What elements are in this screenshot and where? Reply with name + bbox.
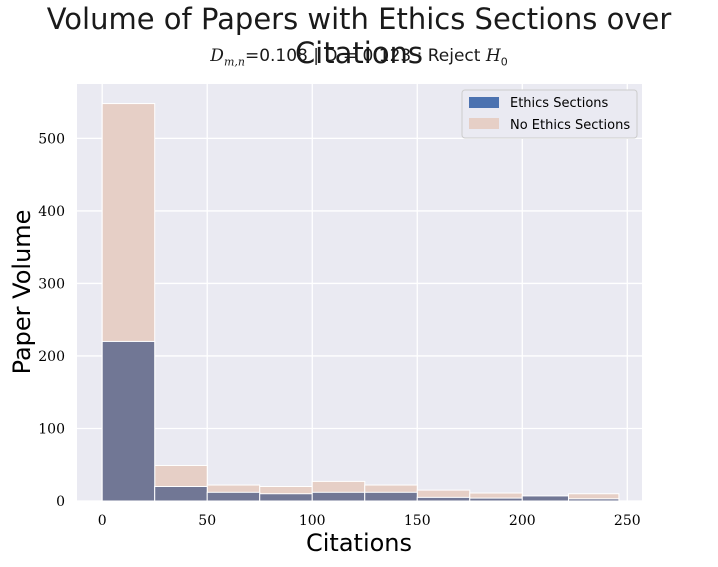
bar-ethics <box>154 485 208 502</box>
bar-ethics <box>259 493 313 502</box>
bar-ethics <box>311 491 366 502</box>
stat-subscript: m,n <box>223 55 245 69</box>
plot-area <box>77 84 642 501</box>
y-tick-labels: 0 100 200 300 400 500 <box>38 131 65 510</box>
chart-title: Volume of Papers with Ethics Sections ov… <box>46 2 672 70</box>
bars <box>101 103 620 502</box>
x-tick-label: 150 <box>404 513 431 529</box>
legend-label-ethics: Ethics Sections <box>510 96 609 111</box>
bar-ethics <box>206 491 261 502</box>
stat-result-text: =0.108 | D = 0.123 : Reject <box>244 46 486 66</box>
x-tick-label: 200 <box>509 513 536 529</box>
bar-ethics <box>521 495 569 502</box>
hypothesis-symbol: H <box>485 46 501 66</box>
x-tick-labels: 0 50 100 150 200 250 <box>98 513 641 529</box>
hypothesis-subscript: 0 <box>500 55 508 69</box>
x-tick-label: 250 <box>614 513 641 529</box>
y-axis-label: Paper Volume <box>8 210 36 375</box>
chart-subtitle: Dm,n=0.108 | D = 0.123 : Reject H0 <box>0 46 718 68</box>
legend-box <box>461 89 638 139</box>
bar-ethics <box>364 491 418 502</box>
bar-ethics <box>469 497 523 502</box>
y-tick-label: 300 <box>38 276 65 292</box>
x-tick-label: 100 <box>299 513 326 529</box>
bar-ethics <box>416 496 471 502</box>
y-tick-label: 0 <box>56 494 65 510</box>
y-tick-label: 200 <box>38 349 65 365</box>
stat-symbol: D <box>210 46 224 66</box>
bar-ethics <box>101 340 156 502</box>
legend-label-no-ethics: No Ethics Sections <box>510 118 630 133</box>
y-tick-label: 100 <box>38 421 65 437</box>
legend-swatch-ethics <box>469 97 499 108</box>
y-tick-label: 500 <box>38 131 65 147</box>
x-axis-label: Citations <box>306 529 412 557</box>
x-tick-label: 50 <box>198 513 216 529</box>
legend-swatch-no-ethics <box>469 118 499 129</box>
y-tick-label: 400 <box>38 204 65 220</box>
legend: Ethics Sections No Ethics Sections <box>461 89 638 139</box>
bar-ethics <box>567 498 620 502</box>
x-tick-label: 0 <box>98 513 107 529</box>
